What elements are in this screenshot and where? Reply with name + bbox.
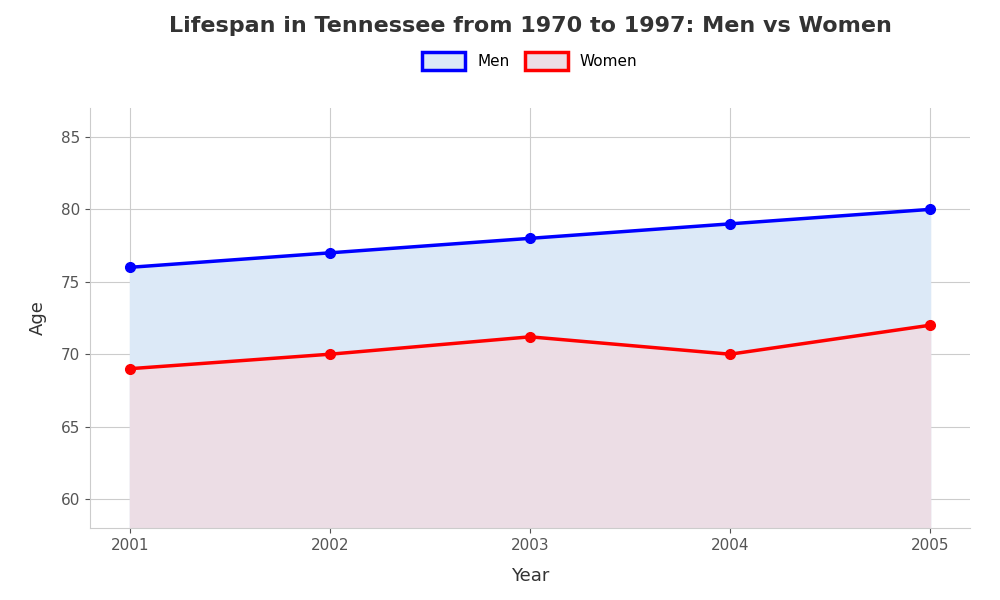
- Y-axis label: Age: Age: [29, 301, 47, 335]
- Title: Lifespan in Tennessee from 1970 to 1997: Men vs Women: Lifespan in Tennessee from 1970 to 1997:…: [169, 16, 891, 35]
- Legend: Men, Women: Men, Women: [415, 44, 645, 77]
- X-axis label: Year: Year: [511, 566, 549, 584]
